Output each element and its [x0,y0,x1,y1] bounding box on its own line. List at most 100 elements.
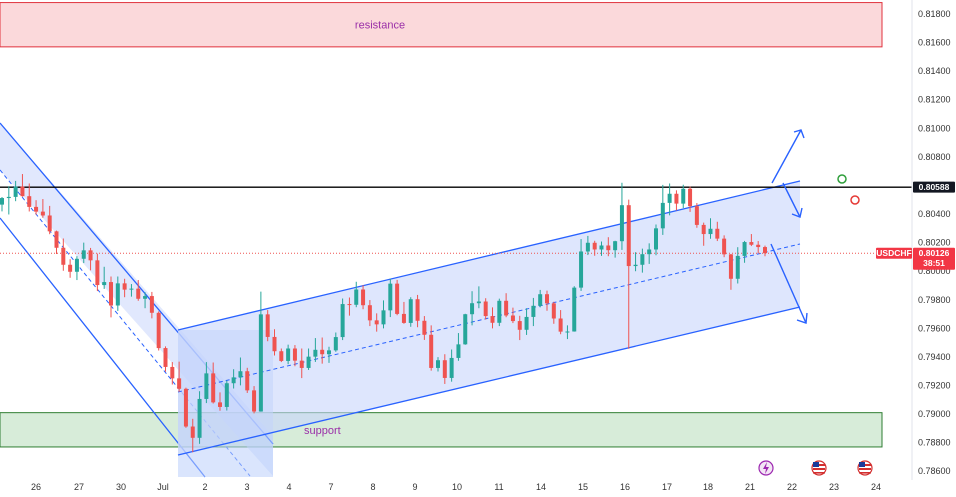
candle [177,378,182,389]
candle [531,305,536,317]
time-tick-label: 18 [703,482,713,492]
candle [688,188,693,207]
candle [313,349,318,357]
price-tick-label: 0.81200 [918,95,951,105]
time-tick-label: 9 [412,482,417,492]
current-price-tag [913,247,955,270]
candle [204,373,209,399]
sell-signal-marker [850,195,860,205]
time-tick-label: 10 [452,482,462,492]
candle [504,300,509,316]
candle [647,249,652,255]
candle [367,305,372,321]
price-tick-label: 0.81600 [918,38,951,48]
candle [20,186,25,197]
price-tick-label: 0.81800 [918,9,951,19]
candle [0,198,4,205]
candle [320,349,325,355]
candle [292,348,297,361]
candle [238,371,243,378]
candle [81,250,86,259]
candle [88,250,93,261]
candle [361,289,366,306]
time-tick-label: 21 [745,482,755,492]
candle [640,254,645,265]
price-tick-label: 0.79600 [918,323,951,333]
candle [585,242,590,252]
candle [252,390,257,412]
price-tick-label: 0.80400 [918,209,951,219]
candle [545,294,549,304]
time-tick-label: Jul [157,482,169,492]
candle [483,301,488,317]
support-label: support [304,425,341,437]
bar-countdown: 38:51 [923,258,945,268]
candle [524,316,529,330]
arrow-down-head [796,312,808,324]
candle [170,366,175,379]
candle [163,348,168,367]
candle [218,402,222,407]
price-tick-label: 0.80800 [918,152,951,162]
candle [674,193,679,204]
candle [143,296,148,299]
price-tick-label: 0.80000 [918,266,951,276]
price-tick-label: 0.79800 [918,295,951,305]
time-tick-label: 26 [31,482,41,492]
candle [149,296,154,313]
us-flag-icon[interactable] [811,460,827,476]
time-tick-label: 2 [202,482,207,492]
time-tick-label: 15 [578,482,588,492]
candle [224,383,229,407]
candle [572,287,577,332]
candle [68,264,73,272]
time-tick-label: 8 [370,482,375,492]
candle [156,312,161,349]
key-level-tag [913,181,955,193]
projection-arrows [770,129,808,324]
rising-channel [178,181,800,455]
candle [258,314,263,412]
price-tick-label: 0.80200 [918,238,951,248]
candle [74,258,79,272]
candle [34,206,39,212]
candle [306,356,311,368]
arrow-mid-down [782,182,801,218]
time-tick-label: 11 [494,482,503,492]
candle [592,242,597,250]
key-level-value: 0.80588 [919,182,950,192]
descending-channel-lower [0,217,206,478]
time-tick-label: 16 [620,482,630,492]
time-tick-label: 14 [536,482,546,492]
price-axis: 0.81800 0.81600 0.81400 0.81200 0.81000 0.808… [918,9,951,476]
candle [654,228,658,250]
lightning-icon[interactable] [758,460,774,476]
us-flag-icon[interactable] [857,460,873,476]
candle [442,360,447,378]
candle [606,245,611,251]
candle [115,283,120,306]
arrow-mid-down-head [791,207,803,218]
candle [613,241,618,251]
candle [286,348,291,361]
candle [347,304,352,306]
candle [13,186,18,197]
price-tick-label: 0.79400 [918,352,951,362]
candle [415,299,420,321]
candle [265,314,270,337]
candle [354,289,359,305]
candle [715,228,720,239]
time-tick-label: 3 [244,482,249,492]
arrow-up-head [793,129,805,139]
candle [681,188,686,204]
candle [517,321,522,330]
candle [27,196,32,207]
candle [388,283,393,311]
candle [667,193,672,203]
candle [197,398,202,438]
time-tick-label: 4 [286,482,291,492]
candle [299,360,304,368]
price-tick-label: 0.78600 [918,466,951,476]
candle [728,254,733,279]
